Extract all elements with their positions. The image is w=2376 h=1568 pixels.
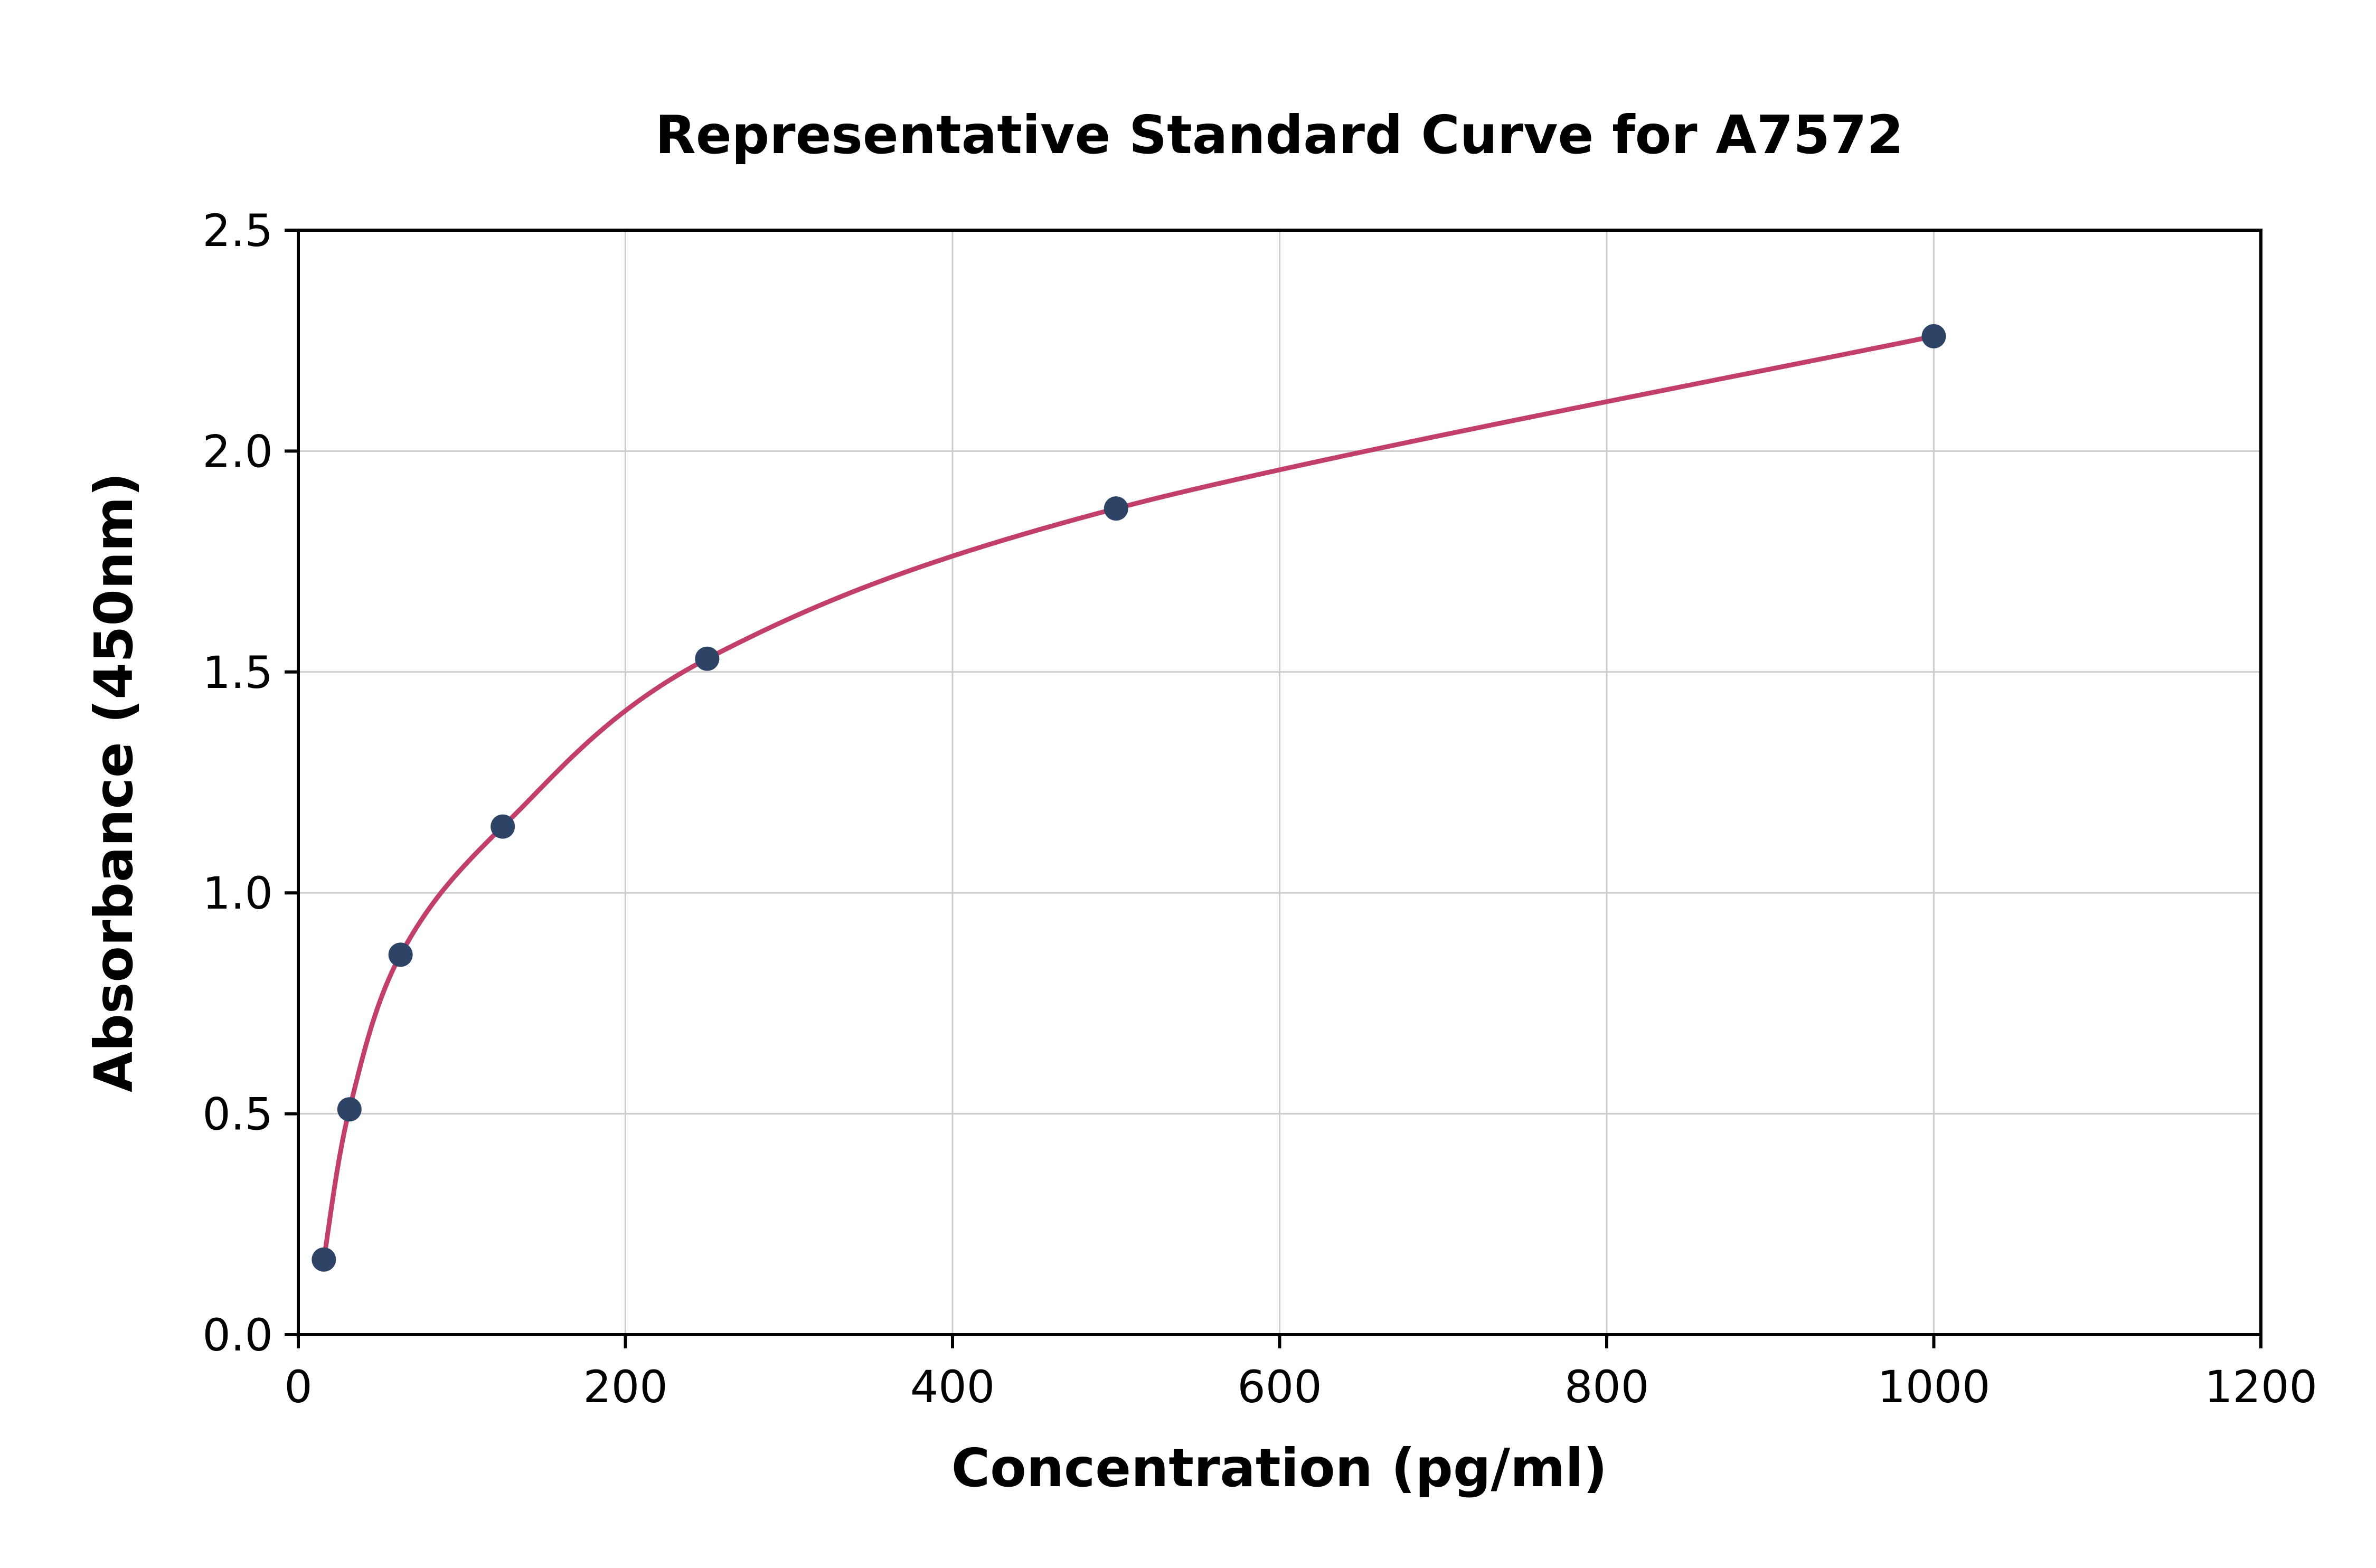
y-tick-label: 2.0 xyxy=(202,426,273,477)
data-point xyxy=(337,1097,362,1122)
data-point xyxy=(491,814,515,839)
y-tick-label: 2.5 xyxy=(202,205,273,257)
y-tick-label: 0.0 xyxy=(202,1309,273,1361)
data-point xyxy=(312,1247,336,1272)
y-tick-label: 1.5 xyxy=(202,647,273,698)
chart-title: Representative Standard Curve for A7572 xyxy=(655,104,1903,166)
x-tick-label: 1000 xyxy=(1878,1361,1991,1413)
data-point xyxy=(1104,496,1128,521)
x-tick-label: 400 xyxy=(910,1361,995,1413)
x-tick-label: 0 xyxy=(284,1361,312,1413)
data-point xyxy=(1921,324,1946,348)
y-tick-label: 1.0 xyxy=(202,867,273,919)
x-tick-label: 1200 xyxy=(2204,1361,2317,1413)
data-point xyxy=(695,646,720,671)
data-point xyxy=(388,942,413,967)
x-tick-label: 200 xyxy=(583,1361,667,1413)
fitted-curve xyxy=(321,334,1936,1262)
x-tick-label: 800 xyxy=(1564,1361,1649,1413)
x-axis-label: Concentration (pg/ml) xyxy=(951,1437,1608,1499)
y-tick-label: 0.5 xyxy=(202,1089,273,1140)
plot-area: 0 200 400 600 800 1000 1200 0.0 0.5 1.0 1.5 2.0 2.5 xyxy=(202,205,2317,1413)
x-tick-label: 600 xyxy=(1237,1361,1322,1413)
y-axis-label: Absorbance (450nm) xyxy=(83,473,145,1092)
